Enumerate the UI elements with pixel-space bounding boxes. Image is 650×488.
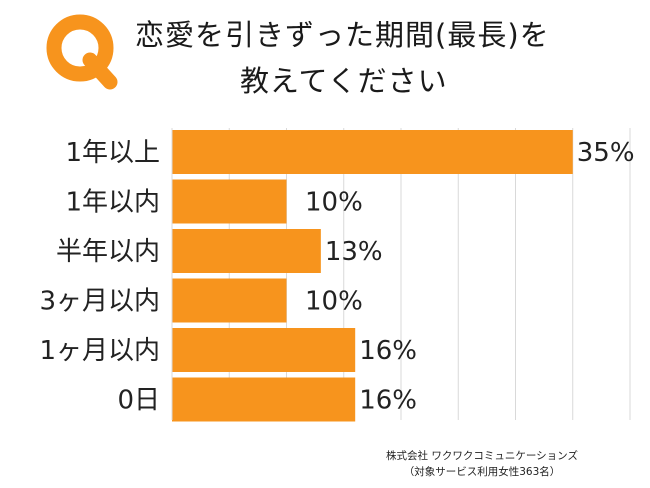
bar xyxy=(172,179,287,224)
category-label: 半年以内 xyxy=(56,237,160,267)
q-badge-icon: Q xyxy=(46,14,118,90)
bar xyxy=(172,130,573,174)
category-label: 0日 xyxy=(117,386,160,416)
category-label: 3ヶ月以内 xyxy=(39,287,160,317)
category-label: 1年以上 xyxy=(65,138,160,168)
value-label: 16% xyxy=(359,336,417,366)
credit-sample: （対象サービス利用女性363名） xyxy=(403,466,561,478)
value-label: 13% xyxy=(325,237,383,267)
value-label: 16% xyxy=(359,386,417,416)
bar xyxy=(172,377,356,422)
bar xyxy=(172,278,287,323)
bar xyxy=(172,229,321,273)
value-label: 10% xyxy=(305,287,363,317)
chart-title-line-2: 教えてください xyxy=(240,64,448,98)
credit-note: 株式会社 ワクワクコミュニケーションズ （対象サービス利用女性363名） xyxy=(352,448,612,480)
bar xyxy=(172,328,356,372)
chart-title-line-1: 恋愛を引きずった期間(最長)を xyxy=(135,18,550,52)
category-label: 1年以内 xyxy=(65,188,160,218)
value-label: 35% xyxy=(577,138,635,168)
credit-company: 株式会社 ワクワクコミュニケーションズ xyxy=(386,450,578,462)
value-label: 10% xyxy=(305,188,363,218)
category-label: 1ヶ月以内 xyxy=(39,336,160,366)
